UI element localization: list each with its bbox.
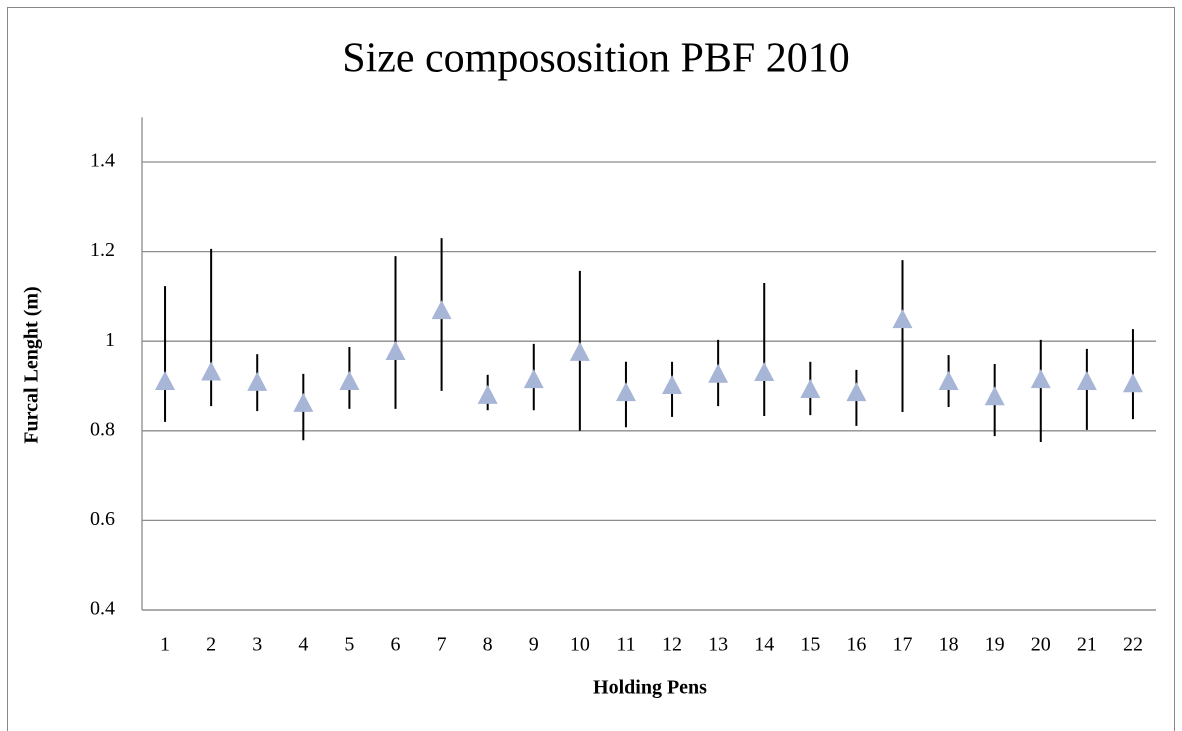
y-tick-label: 0.6 <box>90 508 115 530</box>
marker <box>477 384 498 404</box>
x-tick-label: 5 <box>344 634 354 656</box>
chart-frame <box>7 7 1175 731</box>
marker <box>155 370 176 390</box>
x-tick-label: 19 <box>985 634 1005 656</box>
marker <box>615 382 636 402</box>
marker <box>523 369 544 389</box>
marker <box>938 370 959 390</box>
x-tick-label: 1 <box>160 634 170 656</box>
x-tick-label: 4 <box>298 634 308 656</box>
marker <box>1030 369 1051 389</box>
x-tick-label: 8 <box>483 634 493 656</box>
marker <box>800 379 821 399</box>
x-tick-label: 15 <box>800 634 820 656</box>
x-tick-label: 13 <box>708 634 728 656</box>
x-tick-label: 22 <box>1123 634 1143 656</box>
x-tick-label: 20 <box>1031 634 1051 656</box>
marker <box>1076 370 1097 390</box>
x-tick-label: 10 <box>570 634 590 656</box>
y-tick-label: 0.4 <box>90 598 115 620</box>
y-tick-label: 1 <box>105 329 115 351</box>
x-tick-label: 2 <box>206 634 216 656</box>
x-tick-label: 12 <box>662 634 682 656</box>
x-tick-label: 3 <box>252 634 262 656</box>
x-tick-label: 16 <box>846 634 866 656</box>
x-tick-label: 18 <box>939 634 959 656</box>
marker <box>754 362 775 382</box>
marker <box>662 375 683 394</box>
x-axis-title: Holding Pens <box>593 677 707 699</box>
y-tick-label: 1.4 <box>90 150 115 172</box>
x-tick-label: 17 <box>893 634 913 656</box>
marker <box>1122 373 1143 393</box>
x-tick-label: 11 <box>616 634 635 656</box>
x-tick-label: 7 <box>437 634 447 656</box>
marker <box>892 309 913 329</box>
marker <box>201 361 222 381</box>
marker <box>339 370 360 390</box>
marker <box>846 382 867 402</box>
x-tick-label: 21 <box>1077 634 1097 656</box>
marker <box>385 340 406 360</box>
x-tick-label: 14 <box>754 634 774 656</box>
y-tick-label: 0.8 <box>90 418 115 440</box>
marker <box>293 392 314 412</box>
chart-title: Size compososition PBF 2010 <box>342 36 850 82</box>
marker <box>431 300 452 320</box>
x-tick-label: 6 <box>391 634 401 656</box>
y-axis-title: Furcal Lenght (m) <box>21 286 43 443</box>
marker <box>984 386 1005 406</box>
y-tick-label: 1.2 <box>90 239 115 261</box>
marker <box>708 363 729 383</box>
x-tick-label: 9 <box>529 634 539 656</box>
marker <box>247 371 268 391</box>
marker <box>569 341 590 361</box>
